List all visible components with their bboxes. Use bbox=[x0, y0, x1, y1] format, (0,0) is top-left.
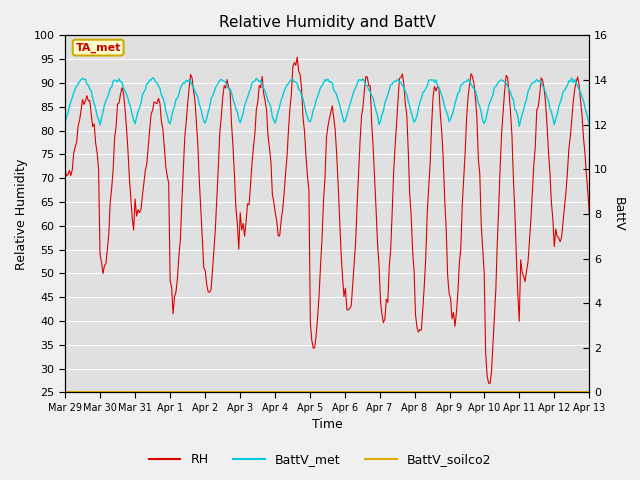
Title: Relative Humidity and BattV: Relative Humidity and BattV bbox=[219, 15, 436, 30]
Y-axis label: BattV: BattV bbox=[612, 197, 625, 231]
Text: TA_met: TA_met bbox=[76, 42, 121, 53]
Legend: RH, BattV_met, BattV_soilco2: RH, BattV_met, BattV_soilco2 bbox=[144, 448, 496, 471]
Y-axis label: Relative Humidity: Relative Humidity bbox=[15, 158, 28, 270]
X-axis label: Time: Time bbox=[312, 419, 342, 432]
